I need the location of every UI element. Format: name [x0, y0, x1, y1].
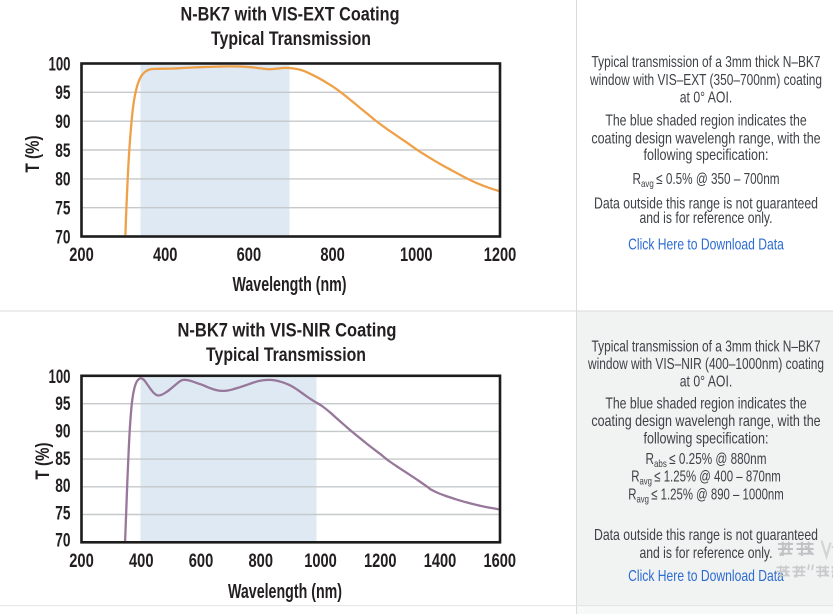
svg-text:90: 90 — [55, 112, 70, 133]
svg-text:Click Here to Download Data: Click Here to Download Data — [628, 568, 784, 585]
svg-text:80: 80 — [55, 476, 70, 497]
svg-text:Ravg ≤ 0.5% @ 350 – 700nm: Ravg ≤ 0.5% @ 350 – 700nm — [633, 171, 780, 190]
svg-text:Ravg ≤ 1.25% @ 890 – 1000nm: Ravg ≤ 1.25% @ 890 – 1000nm — [628, 486, 784, 505]
svg-text:T (%): T (%) — [23, 136, 44, 173]
svg-text:800: 800 — [249, 550, 274, 572]
svg-text:window with VIS–NIR (400–1000n: window with VIS–NIR (400–1000nm) coating — [587, 356, 824, 373]
svg-text:following specification:: following specification: — [644, 147, 769, 164]
svg-text:N-BK7 with VIS-NIR Coating: N-BK7 with VIS-NIR Coating — [178, 319, 397, 341]
svg-text:75: 75 — [55, 199, 70, 220]
svg-text:400: 400 — [153, 244, 178, 266]
svg-text:1200: 1200 — [484, 244, 517, 266]
svg-text:200: 200 — [69, 550, 94, 572]
svg-text:window with VIS–EXT (350–700nm: window with VIS–EXT (350–700nm) coating — [589, 72, 822, 89]
svg-text:N-BK7 with VIS-EXT Coating: N-BK7 with VIS-EXT Coating — [181, 3, 400, 25]
svg-text:80: 80 — [55, 170, 70, 191]
svg-text:coating design wavelengh range: coating design wavelengh range, with the — [591, 413, 821, 430]
svg-text:at 0° AOI.: at 0° AOI. — [680, 89, 733, 106]
svg-text:70: 70 — [55, 227, 70, 248]
svg-text:Wavelength (nm): Wavelength (nm) — [233, 274, 347, 296]
svg-text:100: 100 — [49, 54, 71, 75]
svg-text:85: 85 — [55, 141, 70, 162]
svg-text:Rabs ≤ 0.25% @ 880nm: Rabs ≤ 0.25% @ 880nm — [646, 451, 767, 470]
svg-text:75: 75 — [55, 503, 70, 524]
svg-text:1000: 1000 — [400, 244, 433, 266]
svg-text:T (%): T (%) — [33, 443, 54, 480]
svg-text:Ravg ≤ 1.25% @ 400 – 870nm: Ravg ≤ 1.25% @ 400 – 870nm — [631, 469, 781, 488]
svg-text:Data outside this range is not: Data outside this range is not guarantee… — [594, 196, 818, 213]
svg-text:The blue shaded region indicat: The blue shaded region indicates the — [605, 396, 807, 413]
svg-text:600: 600 — [189, 550, 214, 572]
svg-text:95: 95 — [55, 394, 70, 415]
svg-text:1000: 1000 — [304, 550, 337, 572]
svg-text:70: 70 — [55, 531, 70, 552]
svg-text:Data outside this range is not: Data outside this range is not guarantee… — [594, 527, 818, 544]
svg-text:1600: 1600 — [484, 550, 517, 572]
svg-text:following specification:: following specification: — [644, 430, 769, 447]
svg-text:Typical transmission of a 3mm: Typical transmission of a 3mm thick N–BK… — [592, 54, 821, 71]
svg-text:90: 90 — [55, 422, 70, 443]
svg-text:at 0° AOI.: at 0° AOI. — [680, 373, 733, 390]
svg-text:800: 800 — [320, 244, 345, 266]
svg-text:and is for reference only.: and is for reference only. — [640, 210, 773, 227]
svg-text:coating design wavelengh range: coating design wavelengh range, with the — [591, 130, 821, 147]
svg-text:1400: 1400 — [424, 550, 457, 572]
svg-text:Wavelength (nm): Wavelength (nm) — [228, 581, 342, 603]
svg-text:Click Here to Download Data: Click Here to Download Data — [628, 236, 784, 253]
svg-text:Typical Transmission: Typical Transmission — [206, 344, 366, 366]
svg-text:85: 85 — [55, 449, 70, 470]
svg-text:95: 95 — [55, 83, 70, 104]
svg-text:400: 400 — [129, 550, 154, 572]
svg-text:Typical Transmission: Typical Transmission — [211, 28, 371, 50]
svg-text:Typical transmission of a 3mm: Typical transmission of a 3mm thick N–BK… — [592, 338, 821, 355]
svg-text:200: 200 — [69, 244, 94, 266]
svg-text:600: 600 — [237, 244, 262, 266]
svg-text:100: 100 — [49, 367, 71, 388]
svg-text:The blue shaded region indicat: The blue shaded region indicates the — [605, 113, 807, 130]
svg-text:1200: 1200 — [364, 550, 397, 572]
svg-text:and is for reference only.: and is for reference only. — [640, 545, 773, 562]
